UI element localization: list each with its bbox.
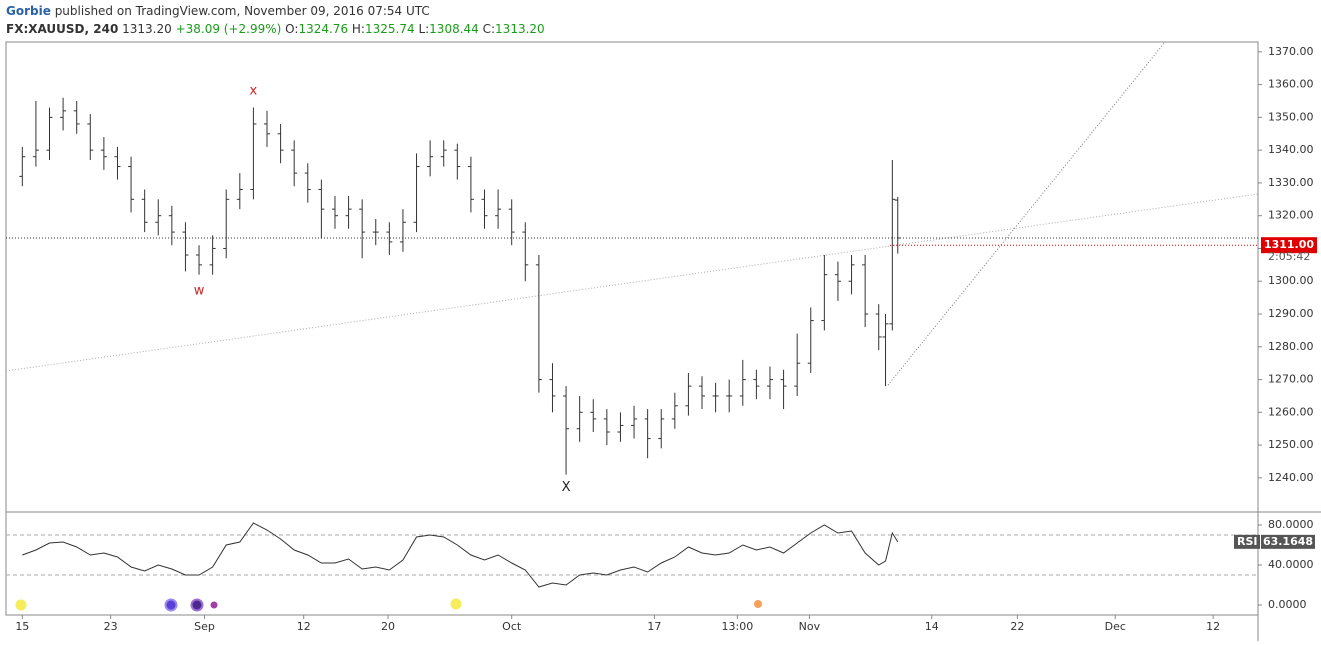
price: 1313.20 <box>122 22 172 36</box>
y-tick-label: 1370.00 <box>1268 45 1314 58</box>
y-tick-label: 1320.00 <box>1268 209 1314 222</box>
wave-label: X <box>562 480 571 495</box>
symbol-line: FX:XAUUSD, 240 1313.20 +38.09 (+2.99%) O… <box>6 22 545 36</box>
published: published on TradingView.com, November 0… <box>55 4 430 18</box>
event-dot[interactable] <box>15 599 27 611</box>
event-dot[interactable] <box>450 598 462 610</box>
rsi-tick-label: 40.0000 <box>1268 558 1314 571</box>
y-tick-label: 1360.00 <box>1268 78 1314 91</box>
high: 1325.74 <box>365 22 415 36</box>
event-dot[interactable] <box>164 598 178 612</box>
event-dot[interactable] <box>754 600 762 608</box>
wave-label: w <box>194 284 205 299</box>
y-tick-label: 1280.00 <box>1268 340 1314 353</box>
x-tick-label: 22 <box>1010 620 1024 633</box>
rsi-name-badge <box>1234 534 1260 549</box>
x-tick-label: 20 <box>381 620 395 633</box>
c-label: C: <box>483 22 495 36</box>
x-tick-label: Oct <box>502 620 522 633</box>
rsi-line <box>22 522 899 588</box>
price-marker-badge <box>1261 237 1317 254</box>
trend-line <box>5 193 1259 372</box>
countdown: 2:05:42 <box>1268 250 1310 263</box>
y-tick-label: 1250.00 <box>1268 438 1314 451</box>
x-tick-label: 12 <box>1206 620 1220 633</box>
y-tick-label: 1330.00 <box>1268 176 1314 189</box>
symbol: FX:XAUUSD, 240 <box>6 22 118 36</box>
x-tick-label: 14 <box>925 620 939 633</box>
event-dot[interactable] <box>210 601 218 609</box>
header-line: Gorbie published on TradingView.com, Nov… <box>6 4 430 18</box>
author[interactable]: Gorbie <box>6 4 51 18</box>
rsi-name: RSI <box>1237 535 1258 548</box>
x-tick-label: 12 <box>297 620 311 633</box>
x-tick-label: 13:00 <box>722 620 754 633</box>
close: 1313.20 <box>495 22 545 36</box>
rsi-value-label: 63.1648 <box>1263 535 1313 548</box>
rsi-tick-label: 80.0000 <box>1268 518 1314 531</box>
y-tick-label: 1300.00 <box>1268 274 1314 287</box>
change: +38.09 (+2.99%) <box>176 22 282 36</box>
y-tick-label: 1290.00 <box>1268 307 1314 320</box>
event-dot[interactable] <box>190 598 204 612</box>
y-tick-label: 1270.00 <box>1268 373 1314 386</box>
rsi-value-badge <box>1261 534 1315 549</box>
y-tick-label: 1240.00 <box>1268 471 1314 484</box>
low: 1308.44 <box>429 22 479 36</box>
x-tick-label: 17 <box>647 620 661 633</box>
x-tick-label: Dec <box>1105 620 1126 633</box>
open: 1324.76 <box>298 22 348 36</box>
h-label: H: <box>352 22 365 36</box>
wave-label: x <box>250 84 258 99</box>
rsi-tick-label: 0.0000 <box>1268 598 1307 611</box>
y-tick-label: 1350.00 <box>1268 110 1314 123</box>
x-tick-label: 23 <box>104 620 118 633</box>
l-label: L: <box>418 22 429 36</box>
o-label: O: <box>285 22 298 36</box>
x-tick-label: Nov <box>799 620 821 633</box>
price-marker-label: 1311.00 <box>1264 238 1314 251</box>
y-tick-label: 1260.00 <box>1268 405 1314 418</box>
x-tick-label: Sep <box>194 620 215 633</box>
y-tick-label: 1340.00 <box>1268 143 1314 156</box>
x-tick-label: 15 <box>15 620 29 633</box>
